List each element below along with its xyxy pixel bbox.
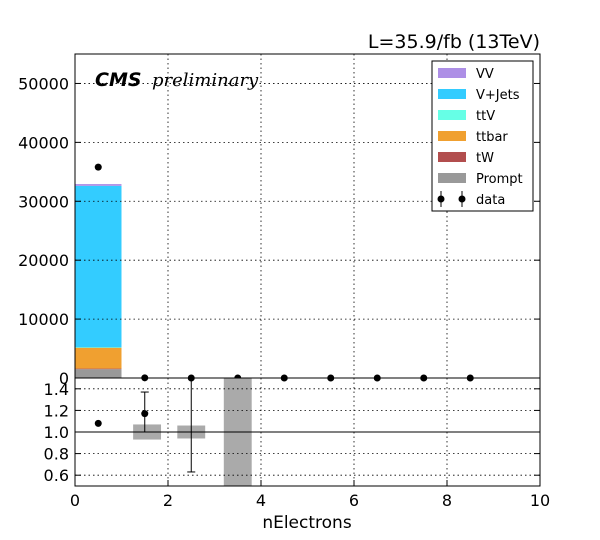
data-point-0 [94,163,102,171]
legend-label-5: Prompt [476,172,523,187]
legend-swatch-5 [438,173,466,183]
legend-label-1: V+Jets [476,88,520,103]
bar-ttbar-bin-0 [75,347,122,369]
legend-label-2: ttV [476,109,495,124]
ratio-ytick-label-1: 0.8 [44,445,69,464]
bar-prompt-bin-0 [75,369,122,378]
main-ytick-label-2: 20000 [18,251,69,270]
main-ytick-label-3: 30000 [18,192,69,211]
bar-v-jets-bin-0 [75,185,122,348]
luminosity-label: L=35.9/fb (13TeV) [368,31,540,53]
xtick-label-2: 4 [256,491,266,510]
bar-tw-bin-0 [75,368,122,370]
main-ytick-label-5: 50000 [18,74,69,93]
legend-data-marker-2 [458,195,466,203]
main-ytick-label-4: 40000 [18,133,69,152]
xtick-label-1: 2 [163,491,173,510]
legend-swatch-1 [438,89,466,99]
xtick-label-0: 0 [70,491,80,510]
x-axis-label: nElectrons [262,513,352,533]
legend-label-3: ttbar [476,130,508,145]
ratio-ytick-label-3: 1.2 [44,401,69,420]
ratio-ytick-label-4: 1.4 [44,380,69,399]
legend-swatch-4 [438,152,466,162]
cms-label: CMS [95,69,142,91]
preliminary-label: preliminary [152,70,259,91]
ratio-panel: 0.6 0.8 1.0 1.2 1.4 0 2 4 6 8 10 [44,377,550,510]
legend-label-0: VV [476,67,494,82]
legend-swatch-3 [438,131,466,141]
ratio-point-0 [94,419,102,427]
legend: VV V+Jets ttV ttbar tW Prompt data [431,60,534,212]
xtick-label-5: 10 [530,491,550,510]
legend-swatch-2 [438,110,466,120]
ratio-point-1 [141,410,149,418]
xtick-label-4: 8 [442,491,452,510]
bar-vv-bin-0 [75,184,122,186]
bar-ttv-bin-0 [75,347,122,348]
ratio-ytick-label-0: 0.6 [44,466,69,485]
legend-label-4: tW [476,151,494,166]
legend-swatch-0 [438,68,466,78]
main-ytick-label-0: 0 [59,369,69,388]
legend-data-marker-1 [437,195,445,203]
main-ytick-label-1: 10000 [18,310,69,329]
xtick-label-3: 6 [349,491,359,510]
legend-label-data: data [476,193,505,208]
ratio-ytick-label-2: 1.0 [44,423,69,442]
